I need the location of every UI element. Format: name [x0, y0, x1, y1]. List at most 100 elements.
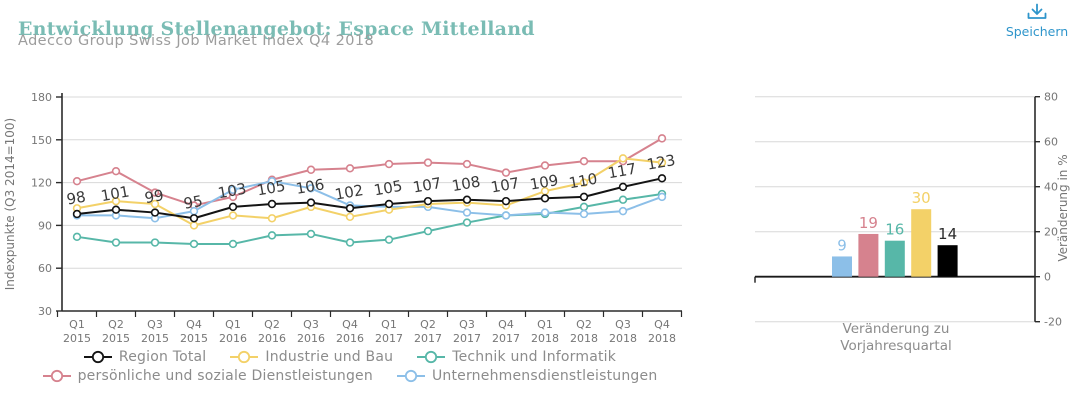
legend-marker-icon — [83, 350, 112, 364]
legend-item-unternehmensdienstleistungen[interactable]: Unternehmensdienstleistungen — [396, 368, 658, 384]
svg-text:2016: 2016 — [258, 332, 286, 345]
svg-text:102: 102 — [333, 181, 364, 204]
legend-label: persönliche und soziale Dienstleistungen — [77, 368, 373, 384]
svg-text:109: 109 — [528, 171, 559, 194]
svg-text:2018: 2018 — [609, 332, 637, 345]
legend-label: Unternehmensdienstleistungen — [431, 368, 658, 384]
line-chart[interactable]: 306090120150180Q12015Q22015Q32015Q42015Q… — [0, 85, 700, 349]
svg-text:103: 103 — [216, 180, 247, 203]
svg-text:Q3: Q3 — [303, 318, 319, 331]
svg-text:Q3: Q3 — [459, 318, 475, 331]
bar-value-region-total: 14 — [938, 225, 957, 243]
svg-text:Q1: Q1 — [225, 318, 241, 331]
svg-text:Q1: Q1 — [381, 318, 397, 331]
svg-text:30: 30 — [38, 305, 52, 318]
line-chart-axes: 30 60 90 120 150 180 — [31, 91, 683, 318]
bar-region-total[interactable] — [937, 245, 958, 277]
svg-text:150: 150 — [31, 134, 52, 147]
svg-text:Q4: Q4 — [342, 318, 358, 331]
svg-text:Q3: Q3 — [615, 318, 631, 331]
svg-text:2017: 2017 — [414, 332, 442, 345]
bar-value-unternehmensdienstleistungen: 9 — [837, 236, 847, 254]
legend-label: Technik und Informatik — [452, 349, 617, 365]
svg-text:180: 180 — [31, 91, 52, 104]
bar-industrie-und-bau[interactable] — [911, 209, 932, 277]
bar-value-industrie-und-bau: 30 — [912, 189, 931, 207]
svg-text:Q1: Q1 — [69, 318, 85, 331]
svg-text:Q2: Q2 — [264, 318, 280, 331]
svg-text:108: 108 — [450, 172, 481, 195]
legend-label: Region Total — [118, 349, 207, 365]
save-button-label: Speichern — [1005, 24, 1069, 39]
svg-text:2017: 2017 — [375, 332, 403, 345]
download-icon — [1027, 3, 1047, 19]
svg-text:90: 90 — [38, 219, 52, 232]
legend-item-technik-und-informatik[interactable]: Technik und Informatik — [417, 349, 616, 365]
svg-text:95: 95 — [182, 192, 204, 213]
svg-text:2018: 2018 — [531, 332, 559, 345]
svg-text:2016: 2016 — [336, 332, 364, 345]
legend-marker-icon — [417, 350, 446, 364]
bar-technik-und-informatik[interactable] — [884, 240, 905, 277]
svg-text:2017: 2017 — [453, 332, 481, 345]
legend-item-industrie-und-bau[interactable]: Industrie und Bau — [230, 349, 393, 365]
bar-value-personliche-und-soziale-dienstleistungen: 19 — [859, 214, 878, 232]
svg-text:2015: 2015 — [141, 332, 169, 345]
svg-text:107: 107 — [411, 174, 442, 197]
legend-marker-icon — [230, 350, 259, 364]
svg-text:120: 120 — [31, 177, 52, 190]
legend-marker-icon — [42, 369, 71, 383]
svg-text:99: 99 — [143, 186, 165, 207]
svg-text:123: 123 — [645, 151, 676, 174]
line-chart-gridlines — [62, 96, 682, 269]
series-region-total[interactable] — [72, 174, 667, 223]
bar-chart-axes: -20 0 20 40 60 80 — [754, 91, 1062, 329]
legend-item-personliche-und-soziale-dienstleistungen[interactable]: persönliche und soziale Dienstleistungen — [42, 368, 373, 384]
svg-text:0: 0 — [1044, 271, 1051, 284]
legend-row: persönliche und soziale Dienstleistungen… — [42, 368, 658, 384]
svg-text:Q2: Q2 — [108, 318, 124, 331]
svg-text:2016: 2016 — [219, 332, 247, 345]
svg-text:-20: -20 — [1044, 316, 1062, 329]
svg-text:2015: 2015 — [180, 332, 208, 345]
svg-text:Q4: Q4 — [654, 318, 670, 331]
svg-text:106: 106 — [294, 175, 325, 198]
bar-personliche-und-soziale-dienstleistungen[interactable] — [858, 233, 879, 277]
legend-item-region-total[interactable]: Region Total — [83, 349, 207, 365]
svg-text:110: 110 — [567, 170, 598, 193]
svg-text:107: 107 — [489, 174, 520, 197]
bar-chart[interactable]: -20 0 20 40 60 80 9 19 16 30 14 Veränderung in % Ver… — [740, 85, 1080, 365]
legend-marker-icon — [396, 369, 425, 383]
svg-text:2015: 2015 — [63, 332, 91, 345]
svg-text:Q2: Q2 — [576, 318, 592, 331]
bar-value-technik-und-informatik: 16 — [885, 221, 904, 239]
legend-row: Region Total Industrie und Bau Technik und… — [83, 349, 616, 365]
bar-chart-gridlines — [755, 96, 1035, 323]
svg-text:105: 105 — [255, 177, 286, 200]
bar-chart-bars[interactable] — [832, 209, 958, 277]
svg-text:Veränderung zu: Veränderung zu — [843, 321, 950, 337]
svg-text:Q1: Q1 — [537, 318, 553, 331]
svg-text:80: 80 — [1044, 91, 1058, 104]
bar-chart-y-axis-title: Veränderung in % — [1056, 154, 1070, 261]
svg-text:Vorjahresquartal: Vorjahresquartal — [840, 338, 951, 354]
svg-text:101: 101 — [99, 182, 130, 205]
svg-text:2016: 2016 — [297, 332, 325, 345]
svg-text:98: 98 — [65, 188, 87, 209]
line-chart-y-axis-title: Indexpunkte (Q3 2014=100) — [3, 118, 17, 290]
line-chart-x-labels: Q12015Q22015Q32015Q42015Q12016Q22016Q320… — [63, 318, 676, 345]
svg-text:2018: 2018 — [570, 332, 598, 345]
svg-text:Q4: Q4 — [186, 318, 202, 331]
series-technik-und-informatik[interactable] — [72, 189, 667, 249]
svg-text:Q2: Q2 — [420, 318, 436, 331]
bar-unternehmensdienstleistungen[interactable] — [832, 256, 852, 277]
series-personliche-und-soziale-dienstleistungen[interactable] — [72, 134, 667, 210]
svg-text:2015: 2015 — [102, 332, 130, 345]
page-title: Entwicklung Stellenangebot: Espace Mitte… — [18, 17, 535, 40]
svg-text:60: 60 — [1044, 136, 1058, 149]
svg-text:60: 60 — [38, 262, 52, 275]
save-button[interactable]: Speichern — [1000, 3, 1074, 39]
svg-text:20: 20 — [1044, 226, 1058, 239]
svg-text:Q4: Q4 — [498, 318, 514, 331]
